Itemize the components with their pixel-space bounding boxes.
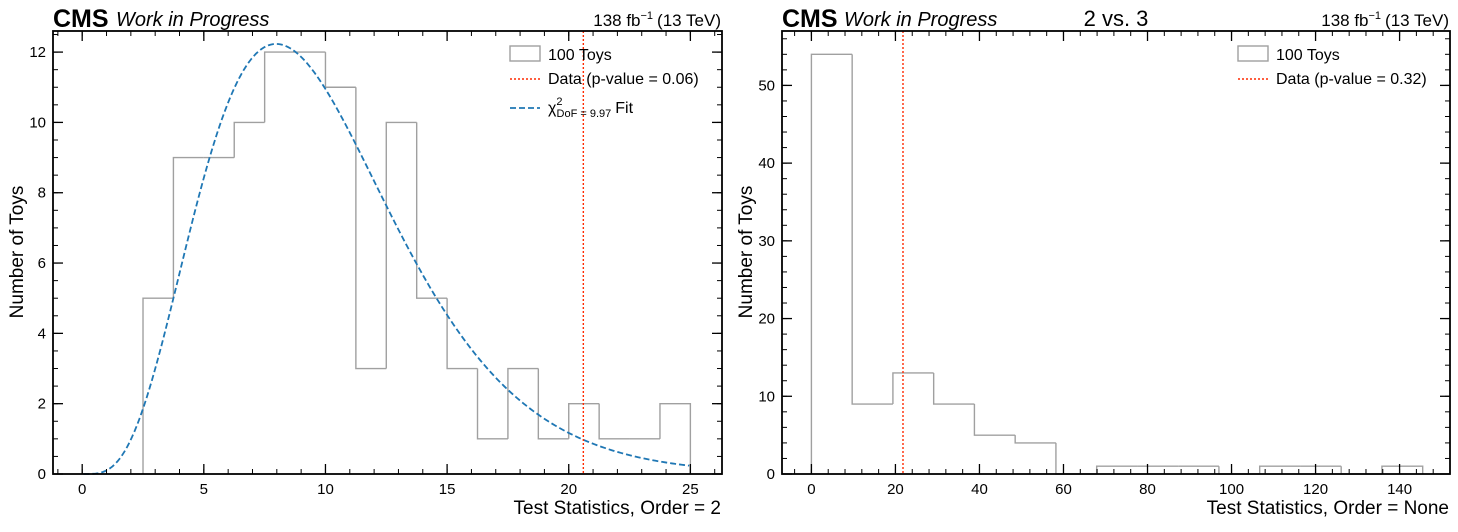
right-hist-bin bbox=[1258, 465, 1301, 474]
left-status-label: Work in Progress bbox=[116, 9, 269, 31]
left-x-tick-label: 20 bbox=[560, 481, 577, 498]
left-hist-bin bbox=[172, 156, 204, 299]
right-x-tick-label: 20 bbox=[887, 481, 904, 498]
right-x-tick-label: 80 bbox=[1139, 481, 1156, 498]
right-cms-label: CMS bbox=[782, 5, 838, 33]
left-hist-bin bbox=[233, 121, 265, 158]
left-axes-frame bbox=[52, 30, 723, 475]
left-hist-bin bbox=[446, 298, 478, 370]
left-lumi-label: 138 fb−1 (13 TeV) bbox=[593, 10, 721, 30]
left-hist-bin bbox=[142, 297, 174, 474]
right-x-tick-label: 140 bbox=[1387, 481, 1412, 498]
right-lumi-label: 138 fb−1 (13 TeV) bbox=[1321, 10, 1449, 30]
right-y-tick-label: 20 bbox=[758, 311, 775, 328]
left-y-tick-label: 4 bbox=[38, 325, 46, 342]
right-y-tick-label: 10 bbox=[758, 388, 775, 405]
left-panel: CMS Work in Progress 138 fb−1 (13 TeV) 0 5… bbox=[7, 5, 723, 519]
right-y-tick-label: 40 bbox=[758, 155, 775, 172]
left-legend: 100 Toys Data (p-value = 0.06) χ2 DoF = 9… bbox=[509, 45, 699, 120]
left-y-tick-label: 2 bbox=[38, 396, 46, 413]
left-hist-bin bbox=[659, 402, 692, 474]
left-y-tick-label: 8 bbox=[38, 185, 46, 202]
left-y-tick-label: 6 bbox=[38, 255, 46, 272]
left-ticks: 0 5 10 15 20 25 0 2 4 6 8 10 12 bbox=[29, 31, 722, 498]
left-x-tick-label: 5 bbox=[200, 481, 208, 498]
left-hist-bin bbox=[415, 122, 448, 299]
right-axes-frame bbox=[781, 30, 1451, 475]
left-hist-bin bbox=[324, 52, 356, 88]
right-plot-title: 2 vs. 3 bbox=[1084, 6, 1149, 31]
right-x-tick-label: 120 bbox=[1303, 481, 1328, 498]
left-x-axis-label: Test Statistics, Order = 2 bbox=[514, 498, 722, 519]
right-y-axis-label: Number of Toys bbox=[736, 186, 757, 319]
left-legend-hist-swatch bbox=[509, 45, 541, 62]
right-panel: CMS Work in Progress 2 vs. 3 138 fb−1 (13… bbox=[736, 5, 1451, 519]
right-hist-bin bbox=[1340, 466, 1382, 475]
left-hist-bin bbox=[263, 51, 296, 123]
right-hist-bin bbox=[973, 404, 1016, 436]
left-legend-data-label: Data (p-value = 0.06) bbox=[548, 71, 699, 88]
right-hist-bin bbox=[1218, 466, 1260, 475]
right-x-tick-label: 0 bbox=[807, 481, 815, 498]
right-hist-bin bbox=[1014, 435, 1056, 444]
left-x-tick-label: 25 bbox=[682, 481, 699, 498]
left-x-tick-label: 0 bbox=[78, 481, 86, 498]
right-x-tick-label: 40 bbox=[971, 481, 988, 498]
left-y-tick-label: 10 bbox=[29, 114, 46, 131]
left-hist-bin bbox=[476, 368, 508, 440]
left-legend-hist-label: 100 Toys bbox=[548, 47, 612, 64]
left-x-tick-label: 15 bbox=[439, 481, 456, 498]
left-cms-label: CMS bbox=[53, 5, 109, 33]
right-hist-bin bbox=[932, 372, 975, 405]
right-x-axis-label: Test Statistics, Order = None bbox=[1207, 498, 1449, 519]
right-x-tick-label: 100 bbox=[1219, 481, 1244, 498]
left-y-tick-label: 12 bbox=[29, 44, 46, 61]
right-ticks: 0 20 40 60 80 100 120 140 0 10 20 30 40 50 bbox=[758, 31, 1451, 498]
right-legend-hist-label: 100 Toys bbox=[1276, 47, 1340, 64]
left-y-axis-label: Number of Toys bbox=[7, 186, 28, 319]
left-y-tick-label: 0 bbox=[38, 466, 46, 483]
left-legend-fit-label: χ2 DoF = 9.97 Fit bbox=[548, 96, 634, 120]
left-chi2-fit-curve bbox=[83, 43, 690, 475]
left-hist-bin bbox=[568, 402, 600, 439]
right-y-tick-label: 30 bbox=[758, 233, 775, 250]
left-hist-bin bbox=[385, 121, 417, 369]
right-legend: 100 Toys Data (p-value = 0.32) bbox=[1237, 45, 1427, 88]
right-hist-bin bbox=[851, 54, 893, 405]
right-hist-bin bbox=[810, 53, 853, 474]
right-status-label: Work in Progress bbox=[844, 9, 997, 31]
left-hist-bin bbox=[598, 403, 630, 440]
right-hist-bin bbox=[1095, 465, 1138, 474]
right-y-tick-label: 50 bbox=[758, 77, 775, 94]
right-y-tick-label: 0 bbox=[767, 466, 775, 483]
right-x-tick-label: 60 bbox=[1055, 481, 1072, 498]
right-hist-bin bbox=[1381, 465, 1424, 474]
left-x-tick-label: 10 bbox=[317, 481, 334, 498]
left-hist-bin bbox=[355, 87, 387, 370]
right-legend-data-label: Data (p-value = 0.32) bbox=[1276, 71, 1427, 88]
right-hist-bin bbox=[1055, 442, 1097, 475]
left-hist-bin bbox=[537, 368, 569, 440]
right-legend-hist-swatch bbox=[1237, 45, 1269, 62]
left-histogram bbox=[142, 51, 692, 474]
right-histogram bbox=[810, 53, 1424, 475]
left-hist-bin bbox=[507, 367, 539, 439]
right-hist-bin bbox=[892, 372, 934, 405]
